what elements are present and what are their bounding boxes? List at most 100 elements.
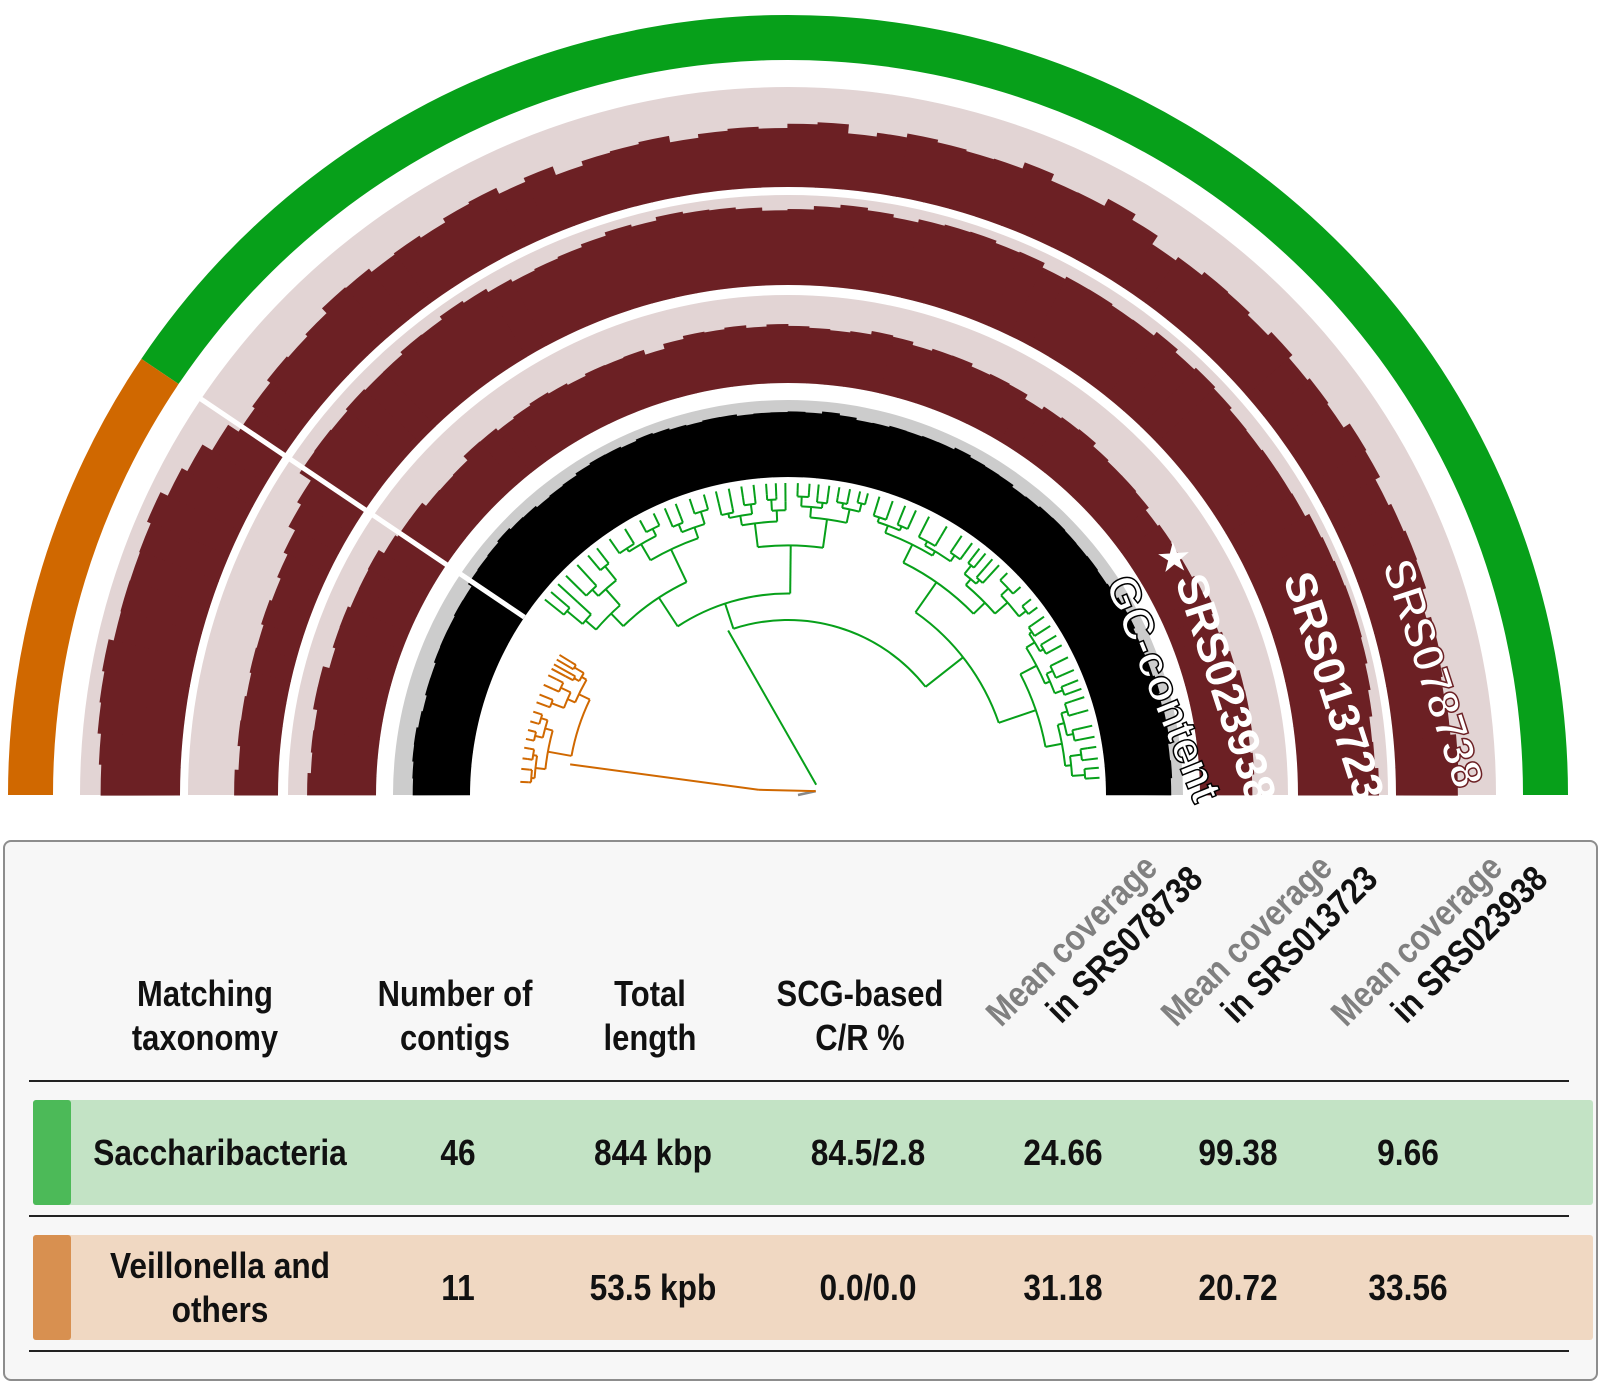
srs078738-bar: [814, 122, 849, 190]
srs078738-bar: [1075, 198, 1136, 274]
tree-leaf: [565, 575, 583, 593]
tree-leaf: [522, 757, 528, 761]
tree-branch: [1071, 774, 1086, 777]
tree-branch: [604, 565, 618, 581]
tree-branch: [591, 589, 600, 597]
srs013723-bar: [1236, 513, 1322, 575]
tree-branch: [537, 722, 540, 725]
srs023938-bar: [584, 364, 627, 424]
gc-bar: [620, 440, 664, 509]
gc-bar: [787, 411, 806, 478]
tree-branch: [644, 529, 648, 533]
srs078738-bar: [498, 181, 550, 248]
tree-leaf: [1066, 679, 1079, 686]
tree-leaf: [1077, 724, 1093, 730]
srs013723-bar: [439, 300, 508, 383]
srs013723-bar: [249, 647, 297, 682]
gc-bar: [1045, 569, 1108, 621]
srs023938-bar: [317, 666, 391, 704]
srs078738-bar: [1026, 180, 1079, 248]
srs013723-bar: [1156, 387, 1232, 460]
tree-branch: [884, 525, 889, 534]
tree-leaf: [908, 510, 917, 525]
tree-branch: [604, 588, 621, 606]
srs078738-bar: [1386, 675, 1446, 714]
gc-bar: [1094, 692, 1163, 725]
tree-branch: [658, 597, 679, 627]
gc-bar: [425, 678, 486, 711]
gc-bar: [575, 463, 626, 530]
tree-branch: [1055, 674, 1063, 679]
gc-bar: [429, 662, 491, 697]
tree-branch: [549, 699, 554, 708]
tree-branch: [835, 497, 839, 503]
tree-branch: [721, 511, 734, 517]
srs013723-bar: [246, 672, 291, 705]
gc-bar: [549, 485, 602, 547]
srs078738-bar: [167, 468, 253, 532]
tree-branch: [705, 502, 710, 510]
gc-bar: [510, 517, 569, 576]
table-rule-bottom: [29, 1350, 1569, 1352]
srs013723-bar: [810, 206, 842, 288]
srs013723-bar: [761, 210, 789, 286]
tree-branch: [540, 717, 548, 722]
tree-leaf: [953, 535, 963, 548]
tree-branch: [544, 727, 553, 732]
cell-cov-srs023938: 33.56: [1368, 1266, 1448, 1308]
gc-bar: [986, 496, 1040, 556]
tree-branch: [914, 611, 1000, 724]
gc-bar: [997, 506, 1054, 566]
srs013723-bar: [1186, 429, 1263, 496]
tree-leaf: [1089, 776, 1100, 780]
srs078738-bar: [252, 381, 313, 439]
tree-leaf: [527, 729, 535, 733]
tree-leaf: [1071, 696, 1085, 703]
srs013723-bar: [1272, 610, 1362, 660]
srs078738-bar: [727, 126, 762, 190]
tree-branch: [567, 698, 576, 704]
srs023938-bar: [383, 535, 445, 584]
srs078738-bar: [97, 701, 186, 742]
srs023938-bar: [425, 489, 478, 539]
cell-cov-srs023938: 9.66: [1377, 1131, 1439, 1173]
srs023938-bar: [1196, 732, 1251, 759]
tree-leaf: [983, 558, 994, 570]
table-row-veillonella: Veillonella and others 11 53.5 kpb 0.0/0.…: [33, 1235, 1593, 1340]
tree-branch: [1068, 712, 1078, 717]
tree-branch: [534, 734, 544, 739]
srs023938-bar: [339, 606, 410, 651]
tree-branch: [1021, 602, 1026, 607]
srs078738-bar: [1099, 219, 1158, 288]
tree-branch: [797, 495, 809, 499]
srs078738-bar: [1366, 589, 1427, 634]
gc-bar: [412, 777, 471, 796]
tree-branch: [1060, 683, 1068, 688]
cell-cov-srs013723: 20.72: [1198, 1266, 1278, 1308]
header-number-of-contigs: Number of contigs: [377, 973, 533, 1058]
tree-branch: [1071, 729, 1076, 741]
tree-leaf: [551, 667, 567, 678]
tree-branch: [550, 698, 554, 701]
gc-bar: [1007, 517, 1066, 576]
srs023938-bar: [1193, 710, 1253, 741]
srs013723-bar: [1213, 471, 1293, 534]
tree-branch: [533, 730, 537, 733]
gc-bar: [467, 569, 531, 621]
srs078738-bar: [1357, 558, 1427, 608]
srs078738-bar: [841, 133, 878, 193]
srs023938-bar: [332, 626, 403, 669]
contig-dendrogram: [520, 483, 1100, 797]
tree-branch: [1064, 700, 1073, 705]
tree-leaf: [1090, 766, 1099, 770]
tree-branch: [599, 562, 610, 571]
gc-bar: [412, 760, 472, 782]
srs023938-bar: [439, 474, 491, 525]
tree-branch: [1018, 610, 1027, 618]
tree-leaf: [1031, 606, 1038, 613]
srs023938-bar: [1121, 524, 1172, 569]
srs078738-bar: [1346, 530, 1418, 582]
tree-branch: [1034, 633, 1038, 637]
tree-leaf: [547, 674, 557, 681]
tree-leaf: [557, 583, 579, 603]
